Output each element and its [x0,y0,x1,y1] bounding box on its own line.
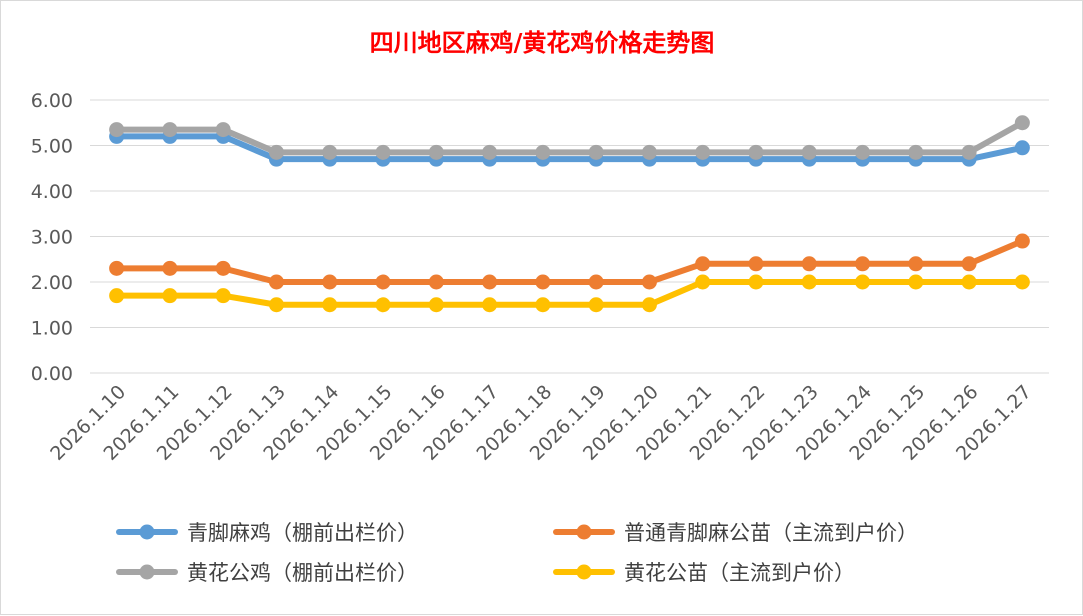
data-point [961,256,977,272]
data-point [748,256,764,272]
legend-entry-3: 黄花公苗（主流到户价） [553,561,855,585]
data-point [535,274,551,290]
data-point [215,260,231,276]
data-point [961,274,977,290]
legend-entry-2: 黄花公鸡（棚前出栏价） [116,561,418,585]
data-point [162,122,178,138]
y-axis-tick-labels: 0.00 1.00 2.00 3.00 4.00 5.00 6.00 [31,90,73,385]
data-point [109,260,125,276]
legend-entry-1: 普通青脚麻公苗（主流到户价） [553,521,918,545]
y-tick-label: 3.00 [31,227,73,249]
legend-label: 黄花公苗（主流到户价） [624,561,855,585]
y-tick-label: 0.00 [31,363,73,385]
series-0 [109,128,1030,167]
series-line [113,279,1026,308]
data-point [641,297,657,313]
data-point [908,256,924,272]
series-1 [109,233,1030,290]
series-line [113,238,1026,285]
data-point [695,256,711,272]
legend: 青脚麻鸡（棚前出栏价） 普通青脚麻公苗（主流到户价） 黄花公鸡（棚前出栏价） 黄花公苗… [116,521,918,585]
data-point [588,297,604,313]
data-point [428,144,444,160]
data-point [801,274,817,290]
legend-swatch-marker [576,524,592,540]
chart-title: 四川地区麻鸡/黄花鸡价格走势图 [370,28,715,57]
data-point [268,144,284,160]
data-point [535,297,551,313]
legend-swatch-marker [576,564,592,580]
data-point [482,274,498,290]
data-point [482,144,498,160]
series-line [113,133,1026,163]
data-point [535,144,551,160]
legend-entry-0: 青脚麻鸡（棚前出栏价） [116,521,418,545]
data-point [215,288,231,304]
y-tick-label: 5.00 [31,136,73,158]
data-point [375,297,391,313]
x-axis-tick-labels: 2026.1.102026.1.112026.1.122026.1.132026… [46,381,1036,465]
legend-label: 青脚麻鸡（棚前出栏价） [187,521,418,545]
data-point [482,297,498,313]
data-point [855,144,871,160]
y-tick-label: 2.00 [31,272,73,294]
data-point [641,144,657,160]
data-point [801,256,817,272]
data-point [588,144,604,160]
series-2 [109,115,1030,160]
data-point [748,144,764,160]
legend-swatch-marker [139,564,155,580]
data-point [1014,233,1030,249]
data-point [215,122,231,138]
data-point [588,274,604,290]
y-tick-label: 4.00 [31,181,73,203]
data-point [375,274,391,290]
data-point [855,274,871,290]
data-point [801,144,817,160]
data-point [322,274,338,290]
data-point [322,144,338,160]
legend-swatch-marker [139,524,155,540]
data-point [1014,115,1030,131]
data-point [695,144,711,160]
data-point [1014,140,1030,156]
data-point [162,260,178,276]
data-point [268,274,284,290]
data-point [428,274,444,290]
data-point [695,274,711,290]
data-point [109,122,125,138]
data-point [375,144,391,160]
data-point [1014,274,1030,290]
data-point [748,274,764,290]
legend-label: 普通青脚麻公苗（主流到户价） [624,521,918,545]
data-point [428,297,444,313]
data-point [322,297,338,313]
series-lines [109,115,1030,313]
data-point [641,274,657,290]
series-line [113,119,1026,156]
data-point [268,297,284,313]
y-tick-label: 1.00 [31,318,73,340]
data-point [855,256,871,272]
data-point [162,288,178,304]
data-point [908,274,924,290]
data-point [908,144,924,160]
y-tick-label: 6.00 [31,90,73,112]
data-point [961,144,977,160]
series-3 [109,274,1030,313]
data-point [109,288,125,304]
legend-label: 黄花公鸡（棚前出栏价） [187,561,418,585]
